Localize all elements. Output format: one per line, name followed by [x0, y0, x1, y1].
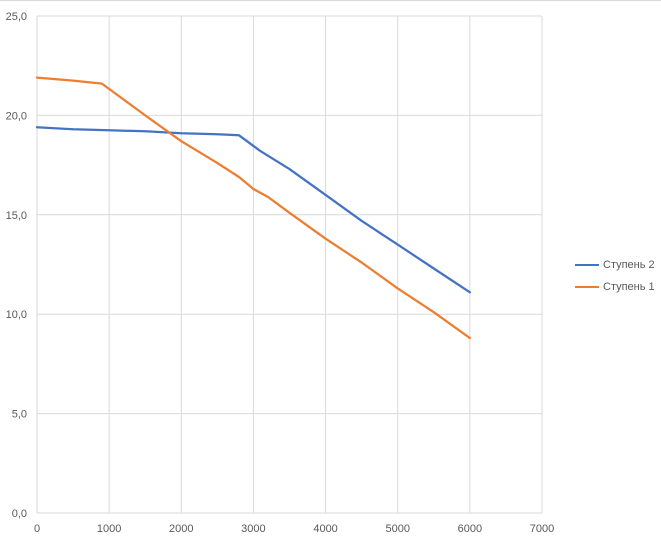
x-tick-label: 2000	[169, 523, 193, 535]
x-tick-label: 5000	[385, 523, 409, 535]
legend-swatch	[575, 286, 599, 288]
chart-legend: Ступень 2 Ступень 1	[575, 254, 655, 298]
y-tick-label: 5,0	[12, 409, 27, 421]
x-tick-label: 1000	[97, 523, 121, 535]
axes: 0,0 5,0 10,0 15,0 20,0 25,0 0 1000 2000 3000 4000 5…	[6, 11, 555, 535]
y-tick-label: 10,0	[6, 309, 27, 321]
grid-lines	[36, 15, 543, 514]
series-line-2	[35, 76, 472, 340]
x-tick-label: 7000	[530, 523, 554, 535]
legend-item: Ступень 1	[575, 276, 655, 298]
x-tick-label: 6000	[458, 523, 482, 535]
legend-label: Ступень 2	[603, 259, 655, 271]
series-lines	[35, 76, 472, 340]
y-tick-label: 15,0	[6, 210, 27, 222]
x-tick-label: 0	[34, 523, 40, 535]
y-tick-label: 25,0	[6, 11, 27, 23]
series-line-1	[35, 126, 472, 294]
legend-swatch	[575, 264, 599, 266]
x-tick-label: 3000	[241, 523, 265, 535]
y-tick-label: 0,0	[12, 508, 27, 520]
legend-label: Ступень 1	[603, 281, 655, 293]
y-tick-label: 20,0	[6, 110, 27, 122]
legend-item: Ступень 2	[575, 254, 655, 276]
x-tick-label: 4000	[313, 523, 337, 535]
